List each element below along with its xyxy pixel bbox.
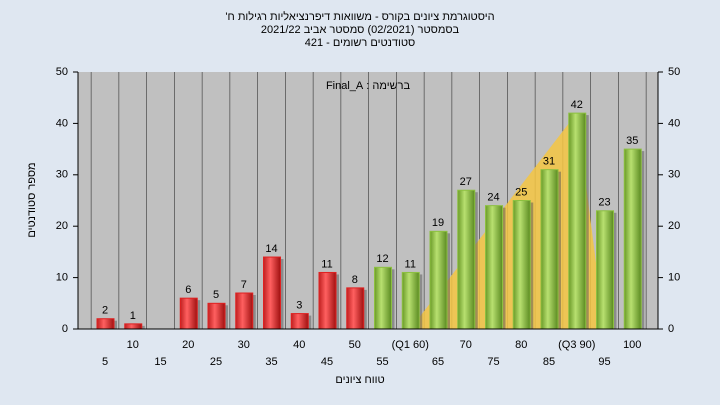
x-tick-label: 35 bbox=[265, 356, 277, 368]
value-label: 19 bbox=[432, 217, 444, 229]
value-label: 27 bbox=[460, 176, 472, 188]
bar bbox=[429, 230, 448, 330]
value-label: 25 bbox=[515, 186, 527, 198]
x-tick-label: (Q1 60) bbox=[392, 339, 429, 351]
value-label: 35 bbox=[626, 135, 638, 147]
x-tick-label: 80 bbox=[515, 339, 527, 351]
bar bbox=[96, 318, 115, 330]
x-tick-label: 50 bbox=[349, 339, 361, 351]
bar bbox=[401, 271, 420, 330]
bar bbox=[485, 205, 503, 330]
y-tick-label: 0 bbox=[62, 323, 68, 335]
x-tick-label: 65 bbox=[432, 356, 444, 368]
y2-tick-label: 40 bbox=[668, 117, 680, 129]
bar bbox=[346, 287, 365, 330]
value-label: 2 bbox=[102, 305, 108, 317]
bar bbox=[263, 256, 281, 330]
bar bbox=[235, 292, 254, 330]
bar bbox=[318, 271, 337, 330]
title-line: בסמסטר (02/2021) סמסטר אביב 2021/22 bbox=[261, 24, 460, 36]
bar bbox=[374, 266, 392, 330]
value-label: 11 bbox=[405, 258, 416, 270]
title-line: היסטוגרמת ציונים בקורס - משוואות דיפרנצי… bbox=[225, 10, 494, 23]
value-label: 24 bbox=[487, 192, 499, 204]
bar bbox=[290, 313, 309, 330]
annotation: ברשימה : Final_A bbox=[326, 80, 411, 92]
x-axis-label: טווח ציונים bbox=[335, 374, 384, 386]
x-tick-label: 55 bbox=[376, 356, 388, 368]
value-label: 31 bbox=[543, 156, 555, 168]
y2-tick-label: 10 bbox=[668, 272, 680, 284]
bar bbox=[623, 148, 642, 330]
x-tick-label: 20 bbox=[182, 339, 194, 351]
x-tick-label: 30 bbox=[238, 339, 250, 351]
value-label: 1 bbox=[130, 310, 136, 322]
x-tick-label: (Q3 90) bbox=[558, 339, 595, 351]
bar bbox=[596, 210, 614, 330]
value-label: 11 bbox=[321, 258, 332, 270]
x-tick-label: 85 bbox=[543, 356, 555, 368]
value-label: 6 bbox=[185, 284, 191, 296]
bar bbox=[124, 323, 143, 330]
x-tick-label: 45 bbox=[321, 356, 333, 368]
x-tick-label: 15 bbox=[154, 356, 166, 368]
bar bbox=[179, 297, 198, 330]
title-line: סטודנטים רשומים - 421 bbox=[305, 37, 416, 49]
x-tick-label: 5 bbox=[102, 356, 108, 368]
value-label: 14 bbox=[265, 243, 277, 255]
bar bbox=[207, 302, 226, 330]
value-label: 8 bbox=[352, 274, 358, 286]
x-tick-label: 95 bbox=[598, 356, 610, 368]
bar bbox=[540, 169, 559, 330]
y-tick-label: 10 bbox=[56, 272, 68, 284]
value-label: 3 bbox=[296, 299, 302, 311]
value-label: 5 bbox=[213, 289, 219, 301]
bar bbox=[568, 112, 587, 330]
y2-tick-label: 50 bbox=[668, 66, 680, 78]
x-tick-label: 40 bbox=[293, 339, 305, 351]
y-tick-label: 40 bbox=[56, 117, 68, 129]
x-tick-label: 25 bbox=[210, 356, 222, 368]
y-tick-label: 30 bbox=[56, 169, 68, 181]
x-tick-label: 10 bbox=[127, 339, 139, 351]
x-tick-label: 100 bbox=[623, 339, 641, 351]
bar bbox=[457, 189, 476, 330]
y-axis-label: מספר סטודנטים bbox=[26, 162, 38, 237]
y-tick-label: 50 bbox=[56, 66, 68, 78]
value-label: 42 bbox=[571, 99, 583, 111]
y2-tick-label: 30 bbox=[668, 169, 680, 181]
value-label: 12 bbox=[376, 253, 388, 265]
y2-tick-label: 20 bbox=[668, 220, 680, 232]
x-tick-label: 75 bbox=[487, 356, 499, 368]
y2-tick-label: 0 bbox=[668, 323, 674, 335]
value-label: 23 bbox=[598, 197, 610, 209]
value-label: 7 bbox=[241, 279, 247, 291]
bar bbox=[512, 200, 531, 330]
y-tick-label: 20 bbox=[56, 220, 68, 232]
x-tick-label: 70 bbox=[460, 339, 472, 351]
